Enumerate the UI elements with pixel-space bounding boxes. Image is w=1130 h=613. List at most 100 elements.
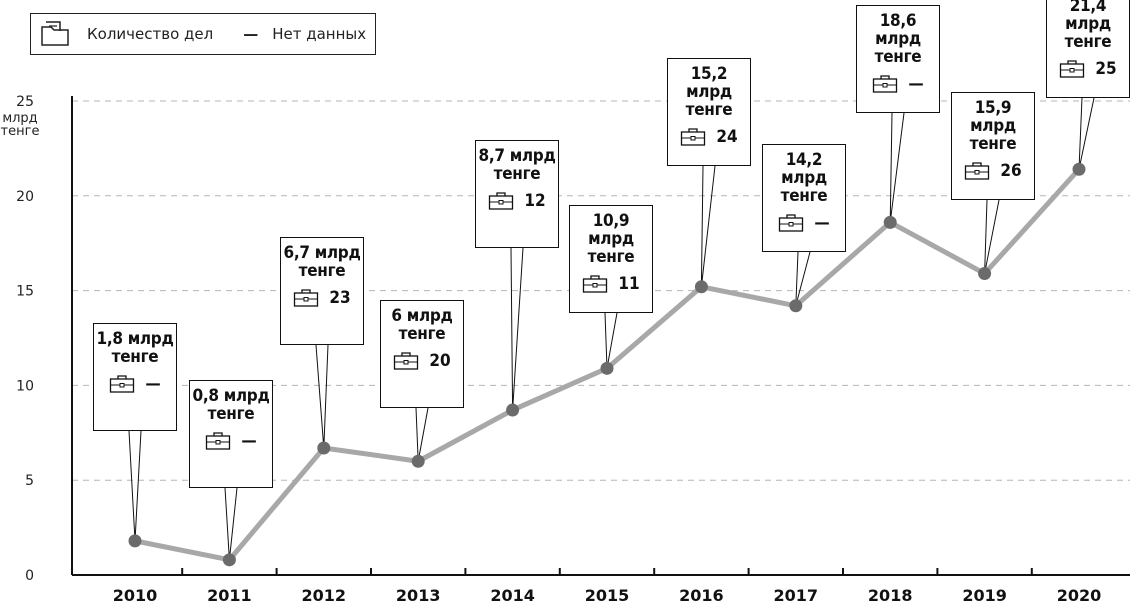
x-tick-label: 2013 bbox=[396, 586, 441, 605]
callout-case-count: — bbox=[814, 213, 830, 233]
data-point bbox=[506, 403, 520, 417]
legend-dash: — bbox=[243, 25, 259, 43]
callout-box: 21,4 млрд тенге 25 bbox=[1046, 0, 1130, 98]
x-tick-label: 2019 bbox=[962, 586, 1007, 605]
data-point bbox=[317, 441, 331, 455]
callout-amount: 15,9 млрд тенге bbox=[952, 99, 1034, 153]
callout-count-row: — bbox=[190, 431, 272, 451]
callout-amount-line: тенге bbox=[493, 164, 541, 184]
callout-case-count: — bbox=[145, 374, 161, 394]
legend-no-data-label: Нет данных bbox=[272, 25, 367, 43]
folder-icon bbox=[41, 21, 69, 46]
callout-box: 0,8 млрд тенге — bbox=[189, 380, 273, 488]
briefcase-icon bbox=[489, 192, 514, 210]
y-axis-label: млрд тенге bbox=[0, 112, 40, 138]
briefcase-icon bbox=[1060, 60, 1085, 78]
callout-case-count: 25 bbox=[1095, 59, 1117, 79]
callout-amount: 0,8 млрд тенге bbox=[190, 387, 272, 423]
callout-count-row: 11 bbox=[570, 274, 652, 294]
data-point bbox=[1072, 162, 1086, 176]
callout-amount-line: тенге bbox=[969, 134, 1017, 154]
data-point bbox=[978, 267, 992, 281]
callout-pointer bbox=[889, 112, 905, 223]
callout-amount: 21,4 млрд тенге bbox=[1047, 0, 1129, 51]
callout-case-count: — bbox=[241, 431, 257, 451]
callout-box: 6 млрд тенге 20 bbox=[380, 300, 464, 408]
briefcase-icon bbox=[583, 275, 608, 293]
y-tick-labels: 0 5 10 15 20 25 bbox=[16, 94, 34, 584]
legend: Количество дел — Нет данных bbox=[30, 13, 376, 55]
callout-amount-line: 6,7 млрд bbox=[283, 243, 361, 263]
callout-amount-line: 15,2 млрд bbox=[686, 64, 732, 102]
callout-count-row: 25 bbox=[1047, 59, 1129, 79]
y-tick-label: 10 bbox=[16, 378, 34, 394]
x-tick-label: 2011 bbox=[207, 586, 252, 605]
callout-box: 8,7 млрд тенге 12 bbox=[475, 140, 559, 248]
callout-amount-line: тенге bbox=[874, 47, 922, 67]
callout-amount-line: 6 млрд bbox=[391, 306, 453, 326]
callout-amount: 6,7 млрд тенге bbox=[281, 244, 363, 280]
callout-amount-line: 0,8 млрд bbox=[192, 386, 270, 406]
callout-pointer bbox=[315, 344, 329, 449]
callout-case-count: — bbox=[908, 74, 924, 94]
y-tick-label: 15 bbox=[16, 284, 34, 300]
briefcase-icon bbox=[294, 289, 319, 307]
data-point bbox=[883, 215, 897, 229]
callout-box: 15,2 млрд тенге 24 bbox=[667, 58, 751, 166]
callout-amount: 1,8 млрд тенге bbox=[94, 330, 176, 366]
y-tick-label: 20 bbox=[16, 189, 34, 205]
x-tick-labels: 2010 2011 2012 2013 2014 2015 2016 2017 2018 2019… bbox=[113, 586, 1102, 605]
callout-count-row: 23 bbox=[281, 288, 363, 308]
callout-box: 1,8 млрд тенге — bbox=[93, 323, 177, 431]
callout-pointer bbox=[700, 165, 716, 287]
callout-amount-line: 18,6 млрд bbox=[875, 11, 921, 49]
callout-amount-line: тенге bbox=[685, 100, 733, 120]
x-tick-label: 2012 bbox=[302, 586, 347, 605]
y-tick-label: 25 bbox=[16, 94, 34, 110]
axes bbox=[71, 96, 1130, 576]
y-axis-label-line2: тенге bbox=[0, 124, 40, 139]
callout-count-row: 20 bbox=[381, 351, 463, 371]
y-tick-label: 0 bbox=[25, 568, 34, 584]
callout-count-row: — bbox=[94, 374, 176, 394]
callout-amount-line: тенге bbox=[780, 186, 828, 206]
callout-amount: 18,6 млрд тенге bbox=[857, 12, 939, 66]
callout-pointer bbox=[224, 487, 238, 560]
data-point bbox=[411, 454, 425, 468]
callout-pointer bbox=[128, 430, 142, 541]
callout-amount-line: тенге bbox=[398, 324, 446, 344]
callout-amount-line: тенге bbox=[207, 404, 255, 424]
data-point bbox=[128, 534, 142, 548]
data-point bbox=[222, 553, 236, 567]
callout-case-count: 20 bbox=[429, 351, 451, 371]
x-tick-label: 2017 bbox=[774, 586, 819, 605]
callout-pointers bbox=[128, 97, 1095, 560]
legend-cases-label: Количество дел bbox=[87, 25, 214, 43]
callout-amount-line: 15,9 млрд bbox=[970, 98, 1016, 136]
callout-box: 14,2 млрд тенге — bbox=[762, 144, 846, 252]
callout-count-row: 24 bbox=[668, 127, 750, 147]
callout-box: 6,7 млрд тенге 23 bbox=[280, 237, 364, 345]
callout-case-count: 11 bbox=[618, 274, 640, 294]
x-tick-label: 2018 bbox=[868, 586, 913, 605]
briefcase-icon bbox=[394, 352, 419, 370]
callout-amount: 8,7 млрд тенге bbox=[476, 147, 558, 183]
callout-case-count: 26 bbox=[1000, 161, 1022, 181]
x-tick-label: 2010 bbox=[113, 586, 158, 605]
callout-amount: 14,2 млрд тенге bbox=[763, 151, 845, 205]
callout-pointer bbox=[415, 407, 429, 462]
briefcase-icon bbox=[110, 375, 135, 393]
briefcase-icon bbox=[779, 214, 804, 232]
callout-amount-line: тенге bbox=[587, 247, 635, 267]
y-axis-label-line1: млрд bbox=[2, 111, 38, 126]
briefcase-icon bbox=[206, 432, 231, 450]
callout-amount-line: 1,8 млрд bbox=[96, 329, 174, 349]
briefcase-icon bbox=[681, 128, 706, 146]
callout-box: 15,9 млрд тенге 26 bbox=[951, 92, 1035, 200]
callout-count-row: 12 bbox=[476, 191, 558, 211]
callout-amount: 10,9 млрд тенге bbox=[570, 212, 652, 266]
data-point bbox=[694, 280, 708, 294]
y-tick-label: 5 bbox=[25, 473, 34, 489]
data-point bbox=[600, 361, 614, 375]
